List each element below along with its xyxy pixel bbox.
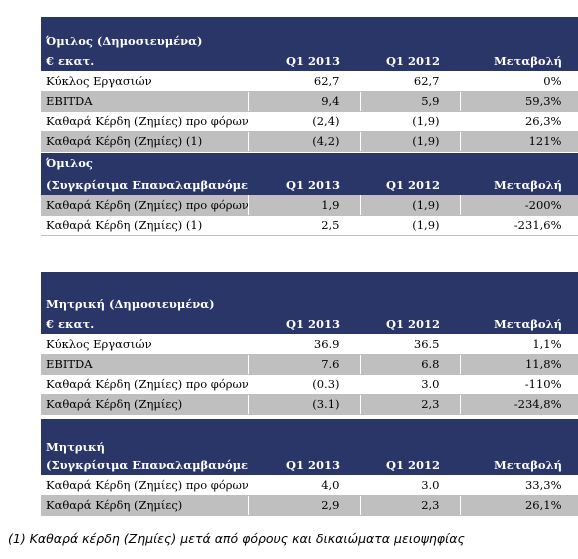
table-title: Όμιλος	[41, 153, 578, 175]
value-change: -234,8%	[460, 394, 578, 415]
value-change: -231,6%	[460, 215, 578, 236]
table-row: Καθαρά Κέρδη (Ζημίες) 2,9 2,3 26,1%	[41, 495, 578, 516]
row-label: Κύκλος Εργασιών	[41, 71, 249, 92]
table-row: Κύκλος Εργασιών 62,7 62,7 0%	[41, 71, 578, 92]
table-subtitle: (Συγκρίσιμα Επαναλαμβανόμενα )	[41, 455, 248, 475]
row-label: EBITDA	[41, 91, 249, 112]
value-change: 26,1%	[460, 495, 578, 516]
table-subtitle: (Συγκρίσιμα Επαναλαμβανόμενα )	[41, 175, 248, 195]
value-q1-2012: 3.0	[360, 374, 461, 395]
value-q1-2013: (2,4)	[248, 111, 361, 132]
column-header: Μεταβολή	[460, 175, 578, 195]
value-change: 121%	[460, 131, 578, 152]
parent-reported-table: Μητρική (Δημοσιευμένα) € εκατ. Q1 2013 Q…	[41, 272, 578, 415]
value-q1-2012: (1,9)	[360, 195, 461, 216]
table-row: Καθαρά Κέρδη (Ζημίες) προ φόρων 1,9 (1,9…	[41, 195, 578, 216]
value-change: 59,3%	[460, 91, 578, 112]
table-row: Καθαρά Κέρδη (Ζημίες) (1) (4,2) (1,9) 12…	[41, 131, 578, 152]
row-label: Καθαρά Κέρδη (Ζημίες)	[41, 495, 249, 516]
group-comparable-block: Όμιλος (Συγκρίσιμα Επαναλαμβανόμενα ) Q1…	[41, 153, 578, 236]
value-q1-2013: 1,9	[248, 195, 361, 216]
column-header: Q1 2012	[360, 51, 460, 71]
row-label: Καθαρά Κέρδη (Ζημίες) προ φόρων	[41, 374, 249, 395]
group-comparable-table: Όμιλος (Συγκρίσιμα Επαναλαμβανόμενα ) Q1…	[41, 153, 578, 236]
value-q1-2013: 2,5	[248, 215, 361, 236]
value-q1-2013: (3.1)	[248, 394, 361, 415]
value-q1-2012: (1,9)	[360, 215, 461, 236]
row-label: Καθαρά Κέρδη (Ζημίες) προ φόρων	[41, 195, 249, 216]
footnote: (1) Καθαρά κέρδη (Ζημίες) μετά από φόρου…	[8, 531, 465, 546]
value-q1-2013: 2,9	[248, 495, 361, 516]
column-header: Q1 2013	[248, 51, 360, 71]
table-row: EBITDA 9,4 5,9 59,3%	[41, 91, 578, 112]
value-q1-2013: (0.3)	[248, 374, 361, 395]
row-label: Καθαρά Κέρδη (Ζημίες) (1)	[41, 215, 249, 236]
table-subtitle: € εκατ.	[41, 314, 248, 334]
value-q1-2012: 62,7	[360, 71, 461, 92]
value-change: 11,8%	[460, 354, 578, 375]
value-change: 0%	[460, 71, 578, 92]
column-header: Q1 2013	[248, 455, 360, 475]
value-change: 26,3%	[460, 111, 578, 132]
row-label: Καθαρά Κέρδη (Ζημίες) προ φόρων	[41, 111, 249, 132]
value-q1-2013: 36.9	[248, 334, 361, 355]
value-q1-2012: 36.5	[360, 334, 461, 355]
row-label: EBITDA	[41, 354, 249, 375]
column-header: Μεταβολή	[460, 51, 578, 71]
value-q1-2013: (4,2)	[248, 131, 361, 152]
column-header: Q1 2013	[248, 175, 360, 195]
value-q1-2013: 7.6	[248, 354, 361, 375]
value-change: -110%	[460, 374, 578, 395]
value-change: 1,1%	[460, 334, 578, 355]
value-change: -200%	[460, 195, 578, 216]
table-row: Κύκλος Εργασιών 36.9 36.5 1,1%	[41, 334, 578, 355]
table-row: EBITDA 7.6 6.8 11,8%	[41, 354, 578, 375]
value-q1-2012: 6.8	[360, 354, 461, 375]
value-q1-2012: (1,9)	[360, 131, 461, 152]
parent-reported-block: Μητρική (Δημοσιευμένα) € εκατ. Q1 2013 Q…	[41, 272, 578, 415]
table-title: Όμιλος (Δημοσιευμένα)	[41, 17, 578, 51]
value-q1-2012: 3.0	[360, 475, 461, 496]
table-row: Καθαρά Κέρδη (Ζημίες) προ φόρων 4,0 3.0 …	[41, 475, 578, 496]
group-reported-block: Όμιλος (Δημοσιευμένα) € εκατ. Q1 2013 Q1…	[41, 17, 578, 152]
table-title: Μητρική (Δημοσιευμένα)	[41, 272, 578, 314]
column-header: Q1 2012	[360, 455, 460, 475]
row-label: Καθαρά Κέρδη (Ζημίες)	[41, 394, 249, 415]
parent-comparable-table: Μητρική (Συγκρίσιμα Επαναλαμβανόμενα ) Q…	[41, 419, 578, 516]
table-row: Καθαρά Κέρδη (Ζημίες) προ φόρων (2,4) (1…	[41, 111, 578, 132]
column-header: Q1 2013	[248, 314, 360, 334]
value-q1-2012: (1,9)	[360, 111, 461, 132]
parent-comparable-block: Μητρική (Συγκρίσιμα Επαναλαμβανόμενα ) Q…	[41, 419, 578, 516]
value-q1-2012: 5,9	[360, 91, 461, 112]
table-row: Καθαρά Κέρδη (Ζημίες) (1) 2,5 (1,9) -231…	[41, 215, 578, 236]
value-q1-2013: 9,4	[248, 91, 361, 112]
value-q1-2013: 62,7	[248, 71, 361, 92]
table-row: Καθαρά Κέρδη (Ζημίες) προ φόρων (0.3) 3.…	[41, 374, 578, 395]
value-change: 33,3%	[460, 475, 578, 496]
column-header: Q1 2012	[360, 314, 460, 334]
value-q1-2012: 2,3	[360, 394, 461, 415]
column-header: Q1 2012	[360, 175, 460, 195]
column-header: Μεταβολή	[460, 455, 578, 475]
row-label: Κύκλος Εργασιών	[41, 334, 249, 355]
group-reported-table: Όμιλος (Δημοσιευμένα) € εκατ. Q1 2013 Q1…	[41, 17, 578, 152]
row-label: Καθαρά Κέρδη (Ζημίες) προ φόρων	[41, 475, 249, 496]
table-subtitle: € εκατ.	[41, 51, 248, 71]
column-header: Μεταβολή	[460, 314, 578, 334]
value-q1-2012: 2,3	[360, 495, 461, 516]
row-label: Καθαρά Κέρδη (Ζημίες) (1)	[41, 131, 249, 152]
value-q1-2013: 4,0	[248, 475, 361, 496]
table-row: Καθαρά Κέρδη (Ζημίες) (3.1) 2,3 -234,8%	[41, 394, 578, 415]
table-title: Μητρική	[41, 419, 578, 455]
